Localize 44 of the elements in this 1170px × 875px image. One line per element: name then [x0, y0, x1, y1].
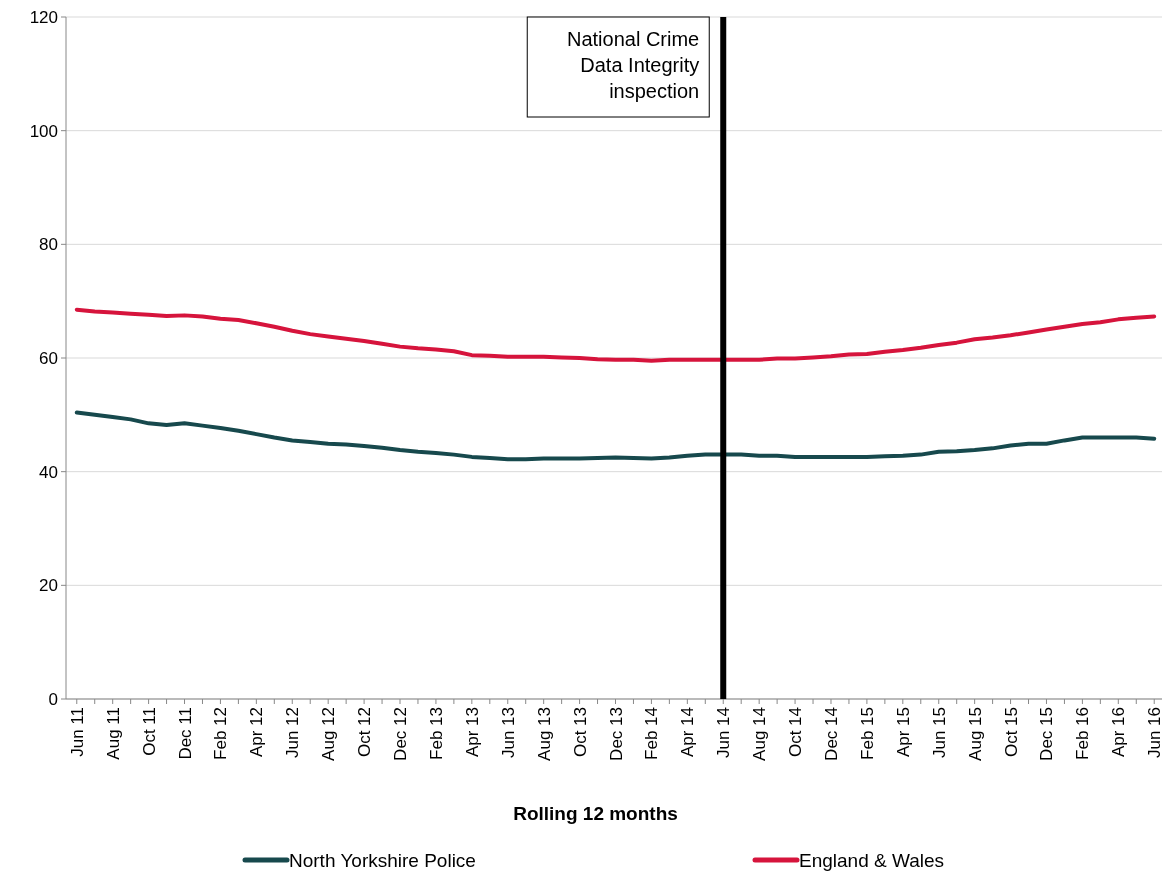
x-tick-label: Aug 14	[750, 707, 770, 761]
x-tick-label: Dec 12	[391, 707, 411, 761]
line-series	[74, 307, 1157, 363]
x-tick-label: Dec 14	[821, 707, 841, 761]
x-tick-label: Jun 14	[714, 707, 734, 759]
x-tick-label: Aug 12	[319, 707, 339, 761]
y-tick-label: 60	[39, 348, 58, 368]
y-tick-label: 100	[29, 121, 58, 141]
x-tick-label: Oct 14	[786, 707, 806, 758]
x-tick-label: Feb 13	[426, 707, 446, 760]
x-tick-label: Apr 14	[678, 707, 698, 758]
line-series	[74, 410, 1157, 462]
x-tick-label: Oct 15	[1001, 707, 1021, 758]
x-tick-label: Apr 15	[893, 707, 913, 758]
x-tick-label: Jun 16	[1145, 707, 1165, 759]
x-tick-label: Aug 13	[534, 707, 554, 761]
y-tick-label: 40	[39, 462, 58, 482]
x-tick-label: Feb 16	[1073, 707, 1093, 760]
x-tick-label: Oct 11	[139, 707, 159, 756]
x-tick-label: Feb 15	[857, 707, 877, 760]
x-tick-label: Dec 13	[606, 707, 626, 761]
x-tick-label: Jun 11	[67, 707, 87, 757]
x-tick-label: Jun 13	[498, 707, 518, 759]
x-tick-label: Aug 11	[103, 707, 123, 760]
x-tick-label: Jun 12	[283, 707, 303, 759]
legend-label: North Yorkshire Police	[289, 849, 476, 871]
x-tick-label: Aug 15	[965, 707, 985, 761]
ref-line-label: National Crime Data Integrity inspection	[566, 28, 700, 102]
legend-label: England & Wales	[799, 849, 945, 871]
x-tick-label: Dec 15	[1037, 707, 1057, 761]
y-tick-label: 120	[29, 7, 58, 27]
x-tick-label: Oct 12	[355, 707, 375, 758]
x-tick-label: Jun 15	[929, 707, 949, 759]
x-tick-label: Oct 13	[570, 707, 590, 758]
x-tick-label: Dec 11	[175, 707, 195, 760]
y-tick-label: 20	[39, 576, 58, 596]
x-tick-label: Feb 14	[642, 707, 662, 760]
x-axis-title: Rolling 12 months	[513, 803, 678, 824]
x-tick-label: Apr 13	[462, 707, 482, 758]
y-tick-label: 0	[48, 689, 58, 709]
y-tick-label: 80	[39, 235, 58, 255]
x-tick-label: Apr 16	[1109, 707, 1129, 758]
x-tick-label: Feb 12	[211, 707, 231, 760]
x-tick-label: Apr 12	[247, 707, 267, 758]
